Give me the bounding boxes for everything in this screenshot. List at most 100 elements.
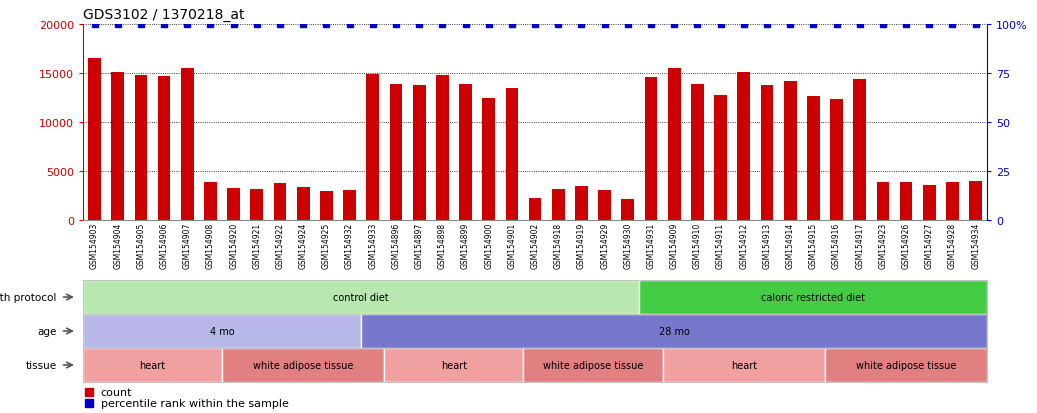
Bar — [824, 348, 987, 382]
Text: white adipose tissue: white adipose tissue — [856, 360, 956, 370]
Text: GSM154906: GSM154906 — [160, 222, 169, 268]
Bar — [714, 96, 727, 221]
Bar — [459, 85, 472, 221]
Bar — [83, 314, 361, 348]
Text: GSM154920: GSM154920 — [229, 222, 239, 268]
Bar — [576, 186, 588, 221]
Text: GSM154898: GSM154898 — [438, 222, 447, 268]
Bar — [876, 183, 890, 221]
Text: GSM154934: GSM154934 — [971, 222, 980, 268]
Bar — [320, 191, 333, 221]
Text: GSM154922: GSM154922 — [276, 222, 284, 268]
Bar — [900, 183, 913, 221]
Bar — [505, 88, 518, 221]
Bar — [251, 189, 263, 221]
Text: white adipose tissue: white adipose tissue — [253, 360, 354, 370]
Bar — [831, 100, 843, 221]
Text: age: age — [37, 326, 57, 336]
Bar — [691, 85, 704, 221]
Bar — [204, 183, 217, 221]
Bar — [663, 348, 824, 382]
Text: GSM154914: GSM154914 — [786, 222, 794, 268]
Text: 28 mo: 28 mo — [658, 326, 690, 336]
Text: GSM154923: GSM154923 — [878, 222, 888, 268]
Bar — [88, 59, 101, 221]
Text: GSM154900: GSM154900 — [484, 222, 494, 268]
Text: tissue: tissue — [26, 360, 57, 370]
Text: GSM154915: GSM154915 — [809, 222, 818, 268]
Text: GSM154931: GSM154931 — [646, 222, 655, 268]
Text: white adipose tissue: white adipose tissue — [543, 360, 643, 370]
Text: percentile rank within the sample: percentile rank within the sample — [101, 398, 288, 408]
Text: GSM154903: GSM154903 — [90, 222, 100, 268]
Bar — [361, 314, 987, 348]
Bar — [853, 80, 866, 221]
Bar — [760, 85, 774, 221]
Text: GSM154901: GSM154901 — [507, 222, 516, 268]
Text: GSM154919: GSM154919 — [577, 222, 586, 268]
Text: GSM154897: GSM154897 — [415, 222, 424, 268]
Bar — [158, 77, 170, 221]
Text: count: count — [101, 387, 132, 396]
Bar — [640, 280, 987, 314]
Bar — [784, 81, 796, 221]
Text: 4 mo: 4 mo — [209, 326, 234, 336]
Text: GDS3102 / 1370218_at: GDS3102 / 1370218_at — [83, 8, 245, 22]
Bar — [552, 189, 565, 221]
Bar — [524, 348, 663, 382]
Bar — [923, 185, 935, 221]
Text: GSM154896: GSM154896 — [392, 222, 400, 268]
Text: GSM154932: GSM154932 — [345, 222, 354, 268]
Bar — [83, 348, 222, 382]
Text: growth protocol: growth protocol — [0, 292, 57, 302]
Text: GSM154907: GSM154907 — [183, 222, 192, 268]
Text: GSM154908: GSM154908 — [206, 222, 215, 268]
Text: GSM154904: GSM154904 — [113, 222, 122, 268]
Bar — [807, 97, 819, 221]
Text: GSM154929: GSM154929 — [600, 222, 609, 268]
Bar — [135, 76, 147, 221]
Text: GSM154909: GSM154909 — [670, 222, 678, 268]
Bar — [946, 183, 959, 221]
Text: GSM154910: GSM154910 — [693, 222, 702, 268]
Text: GSM154933: GSM154933 — [368, 222, 377, 268]
Text: GSM154928: GSM154928 — [948, 222, 957, 268]
Text: GSM154927: GSM154927 — [925, 222, 933, 268]
Bar — [385, 348, 524, 382]
Bar — [598, 190, 611, 221]
Bar — [222, 348, 385, 382]
Bar — [482, 99, 495, 221]
Bar — [645, 78, 657, 221]
Text: GSM154912: GSM154912 — [739, 222, 749, 268]
Text: GSM154930: GSM154930 — [623, 222, 633, 268]
Text: GSM154925: GSM154925 — [321, 222, 331, 268]
Text: GSM154917: GSM154917 — [856, 222, 864, 268]
Text: GSM154921: GSM154921 — [252, 222, 261, 268]
Bar — [274, 183, 286, 221]
Text: caloric restricted diet: caloric restricted diet — [761, 292, 865, 302]
Text: heart: heart — [731, 360, 757, 370]
Text: GSM154913: GSM154913 — [762, 222, 772, 268]
Bar — [668, 69, 680, 221]
Bar — [390, 85, 402, 221]
Bar — [413, 85, 425, 221]
Bar — [343, 190, 356, 221]
Bar — [111, 73, 124, 221]
Bar — [436, 76, 449, 221]
Bar — [529, 198, 541, 221]
Bar — [366, 75, 380, 221]
Text: GSM154926: GSM154926 — [901, 222, 910, 268]
Bar — [737, 73, 750, 221]
Text: GSM154902: GSM154902 — [531, 222, 539, 268]
Text: GSM154905: GSM154905 — [137, 222, 145, 268]
Text: heart: heart — [441, 360, 467, 370]
Text: GSM154916: GSM154916 — [832, 222, 841, 268]
Text: GSM154918: GSM154918 — [554, 222, 563, 268]
Bar — [297, 187, 310, 221]
Bar — [83, 280, 640, 314]
Text: heart: heart — [139, 360, 166, 370]
Bar — [970, 181, 982, 221]
Bar — [227, 188, 240, 221]
Text: GSM154924: GSM154924 — [299, 222, 308, 268]
Text: GSM154899: GSM154899 — [461, 222, 470, 268]
